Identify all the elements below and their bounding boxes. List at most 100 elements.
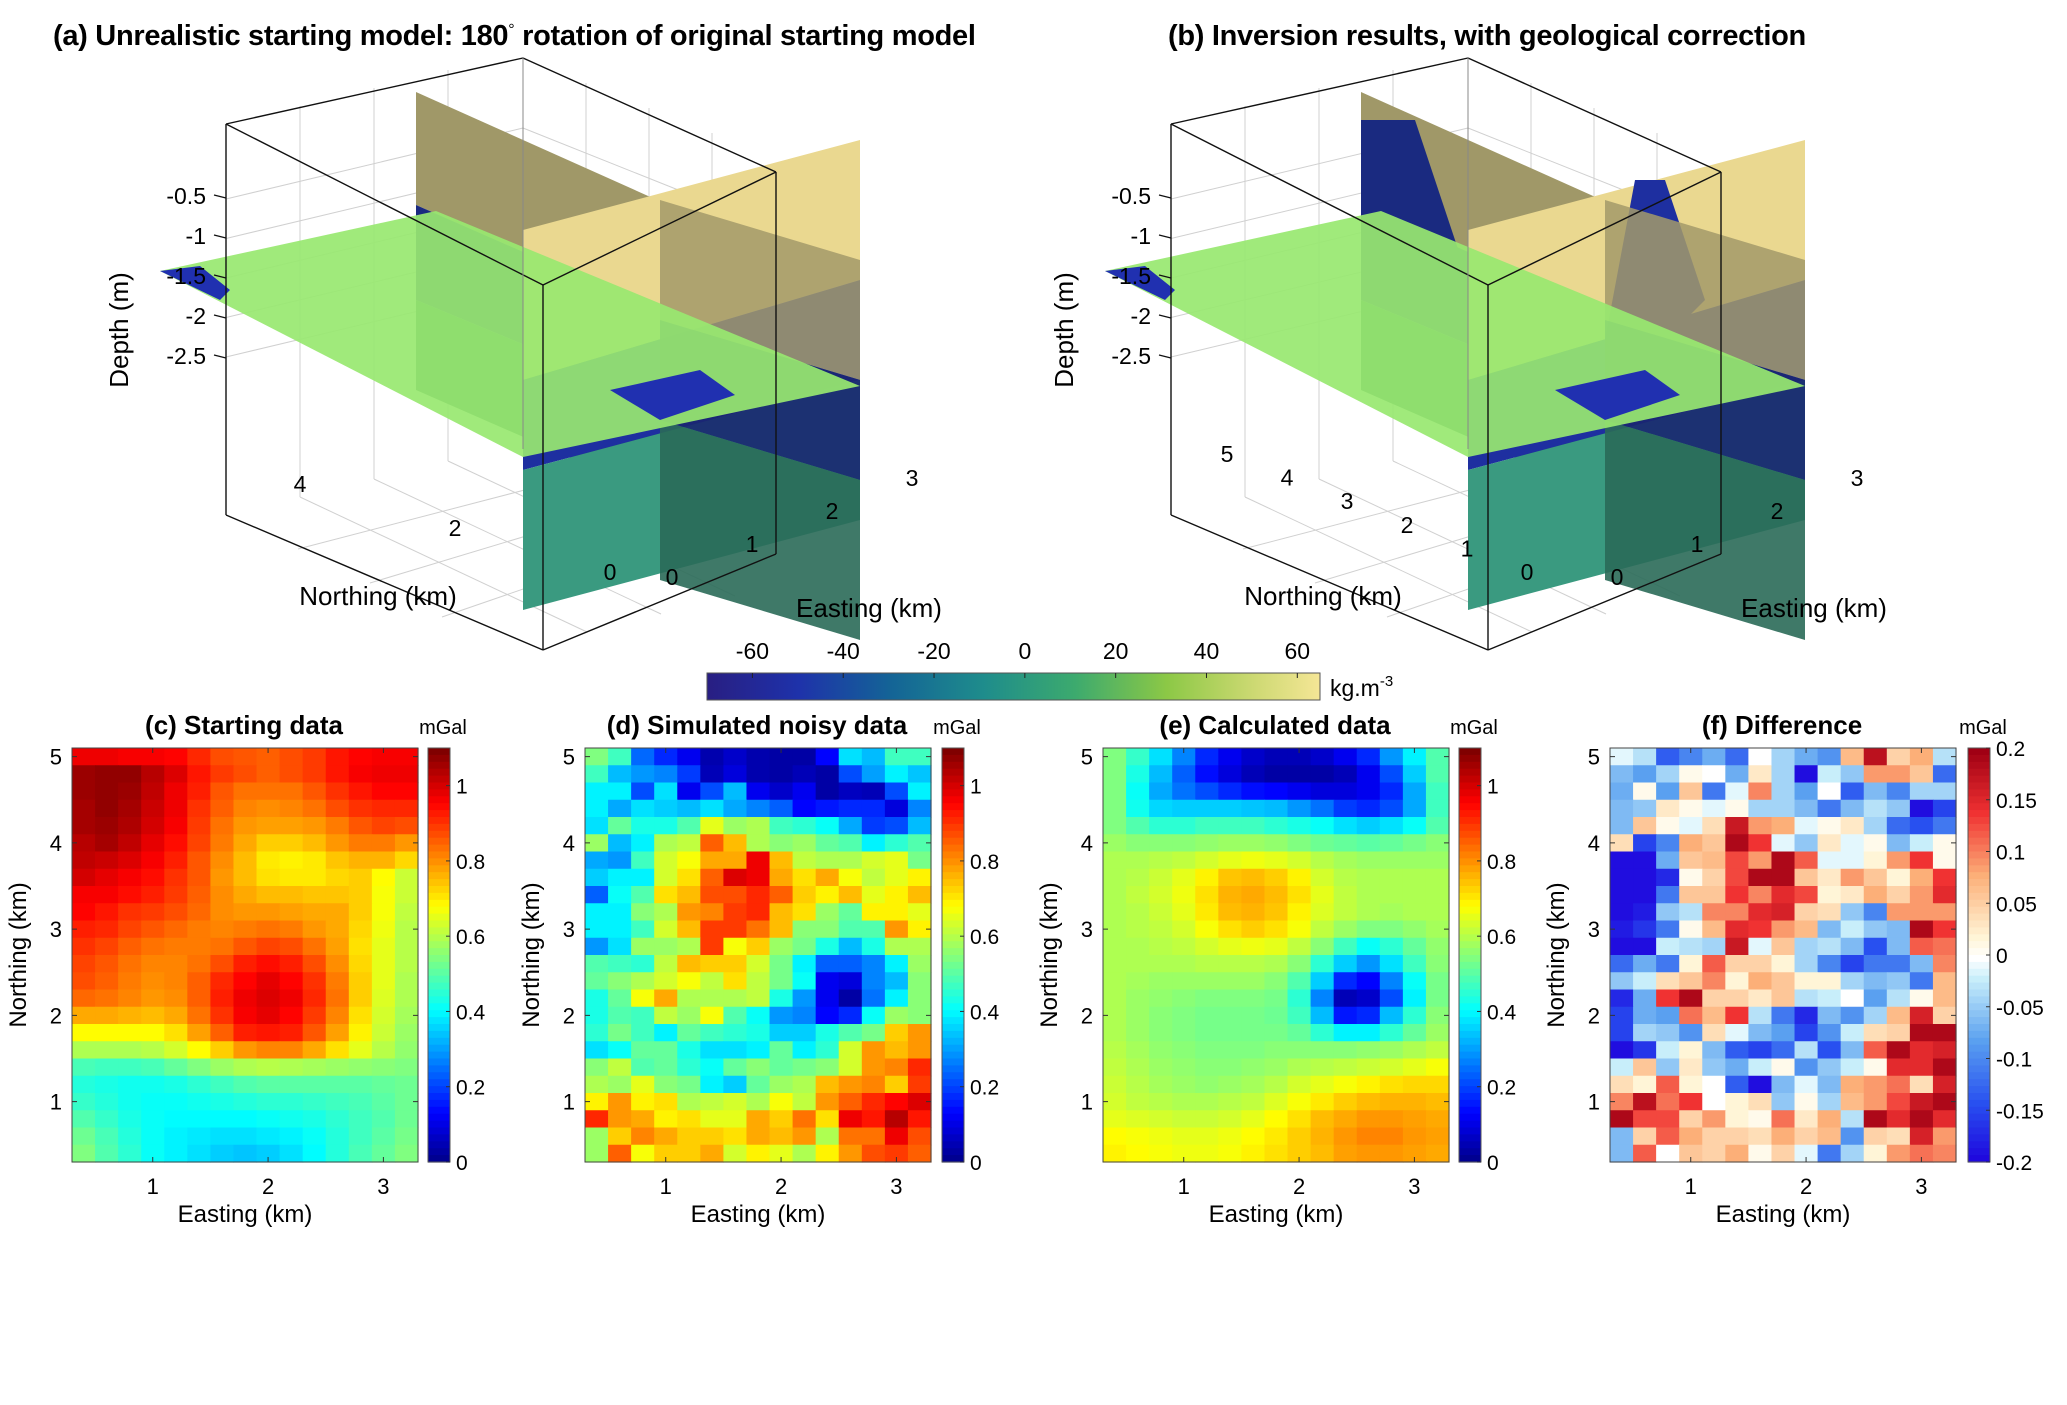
colorbar-tick-label: 0: [1487, 1152, 1499, 1175]
heatmap-cell: [1264, 1127, 1289, 1146]
heatmap-cell: [1932, 972, 1957, 991]
easting-axis-label: Easting (km): [1741, 593, 1887, 623]
heatmap-cell: [1402, 886, 1427, 904]
colorbar-segment: [942, 830, 964, 839]
heatmap-cell: [631, 1075, 655, 1094]
heatmap-cell: [1932, 1024, 1957, 1042]
heatmap-cell: [325, 989, 350, 1008]
heatmap-cell: [700, 1127, 724, 1146]
heatmap-cell: [746, 955, 771, 973]
heatmap-cell: [1725, 955, 1749, 973]
heatmap-cell: [1264, 817, 1289, 835]
y-tick-label: 4: [1588, 831, 1600, 856]
heatmap-cell: [1817, 1006, 1842, 1025]
x-axis-label: Easting (km): [178, 1201, 313, 1228]
heatmap-cell: [677, 1041, 701, 1060]
northing-tick-label: 2: [449, 515, 462, 541]
heatmap-cell: [1218, 1093, 1242, 1111]
heatmap-cell: [700, 1110, 724, 1129]
heatmap-cell: [1886, 1058, 1911, 1077]
heatmap-cell: [118, 955, 142, 973]
heatmap-cell: [723, 920, 748, 939]
heatmap-cell: [1656, 955, 1680, 973]
heatmap-cell: [1725, 782, 1749, 801]
heatmap-cell: [164, 834, 188, 853]
colorbar-segment: [1459, 1086, 1481, 1094]
heatmap-cell: [1241, 765, 1266, 784]
heatmap-cell: [1656, 1006, 1680, 1025]
colorbar-segment: [942, 1017, 964, 1025]
heatmap-cell: [608, 886, 632, 904]
heatmap-cell: [884, 868, 909, 887]
heatmap-cell: [210, 937, 235, 956]
heatmap-cell: [279, 955, 304, 973]
heatmap-cell: [884, 1006, 909, 1025]
heatmap-cell: [723, 851, 748, 870]
heatmap-cell: [348, 1127, 373, 1146]
heatmap-cell: [631, 782, 655, 801]
heatmap-cell: [1356, 1024, 1381, 1042]
heatmap-cell: [677, 1024, 701, 1042]
heatmap-cell: [1886, 1006, 1911, 1025]
colorbar-segment: [428, 1010, 450, 1018]
heatmap-cell: [1610, 1093, 1634, 1111]
heatmap-cell: [118, 799, 142, 818]
colorbar-tick-label: 0: [970, 1152, 982, 1175]
heatmap-cell: [1610, 1075, 1634, 1094]
heatmap-cell: [1794, 799, 1819, 818]
heatmap-cell: [815, 799, 840, 818]
heatmap-cell: [1909, 920, 1934, 939]
heatmap-cell: [1909, 834, 1934, 853]
colorbar-segment: [1968, 1106, 1990, 1115]
heatmap-cell: [1794, 903, 1819, 922]
heatmap-cell: [585, 1024, 609, 1042]
heatmap-cell: [769, 1093, 794, 1111]
heatmap-cell: [677, 972, 701, 991]
colorbar-segment: [1459, 927, 1481, 935]
heatmap-cell: [164, 748, 188, 766]
colorbar-segment: [428, 1037, 450, 1046]
heatmap-cell: [1333, 1024, 1358, 1042]
heatmap-cell: [861, 748, 886, 766]
heatmap-cell: [1633, 1075, 1657, 1094]
heatmap-cell: [95, 1110, 119, 1129]
heatmap-cell: [792, 748, 817, 766]
heatmap-cell: [1241, 834, 1266, 853]
colorbar-segment: [1459, 1113, 1481, 1122]
heatmap-cell: [1356, 1127, 1381, 1146]
heatmap-cell: [1425, 851, 1450, 870]
panel-title: (d) Simulated noisy data: [607, 710, 908, 740]
heatmap-cell: [677, 1093, 701, 1111]
heatmap-cell: [187, 1006, 211, 1025]
colorbar-tick-label: 0.2: [1487, 1077, 1516, 1100]
heatmap-cell: [1725, 903, 1749, 922]
colorbar-segment: [428, 934, 450, 942]
heatmap-cell: [792, 782, 817, 801]
heatmap-cell: [1679, 886, 1703, 904]
heatmap-cell: [654, 868, 678, 887]
heatmap-cell: [792, 817, 817, 835]
heatmap-cell: [1310, 851, 1335, 870]
heatmap-cell: [1264, 1006, 1289, 1025]
heatmap-cell: [1679, 903, 1703, 922]
horizontal-slice-anomaly: [610, 370, 735, 420]
heatmap-cell: [1379, 799, 1404, 818]
colorbar-segment: [428, 1141, 450, 1149]
heatmap-cell: [1310, 937, 1335, 956]
heatmap-cell: [95, 817, 119, 835]
colorbar-tick-label: 20: [1103, 638, 1129, 664]
colorbar-segment: [1459, 948, 1481, 956]
heatmap-cell: [1909, 1058, 1934, 1077]
heatmap-cell: [838, 937, 863, 956]
heatmap-cell: [118, 972, 142, 991]
heatmap-cell: [792, 1110, 817, 1129]
heatmap-cell: [1126, 989, 1150, 1008]
heatmap-cell: [1195, 748, 1219, 766]
colorbar-segment: [428, 1051, 450, 1060]
heatmap-cell: [279, 972, 304, 991]
heatmap-cell: [700, 782, 724, 801]
heatmap-cell: [1679, 834, 1703, 853]
heatmap-cell: [1610, 1058, 1634, 1077]
heatmap-cell: [279, 937, 304, 956]
